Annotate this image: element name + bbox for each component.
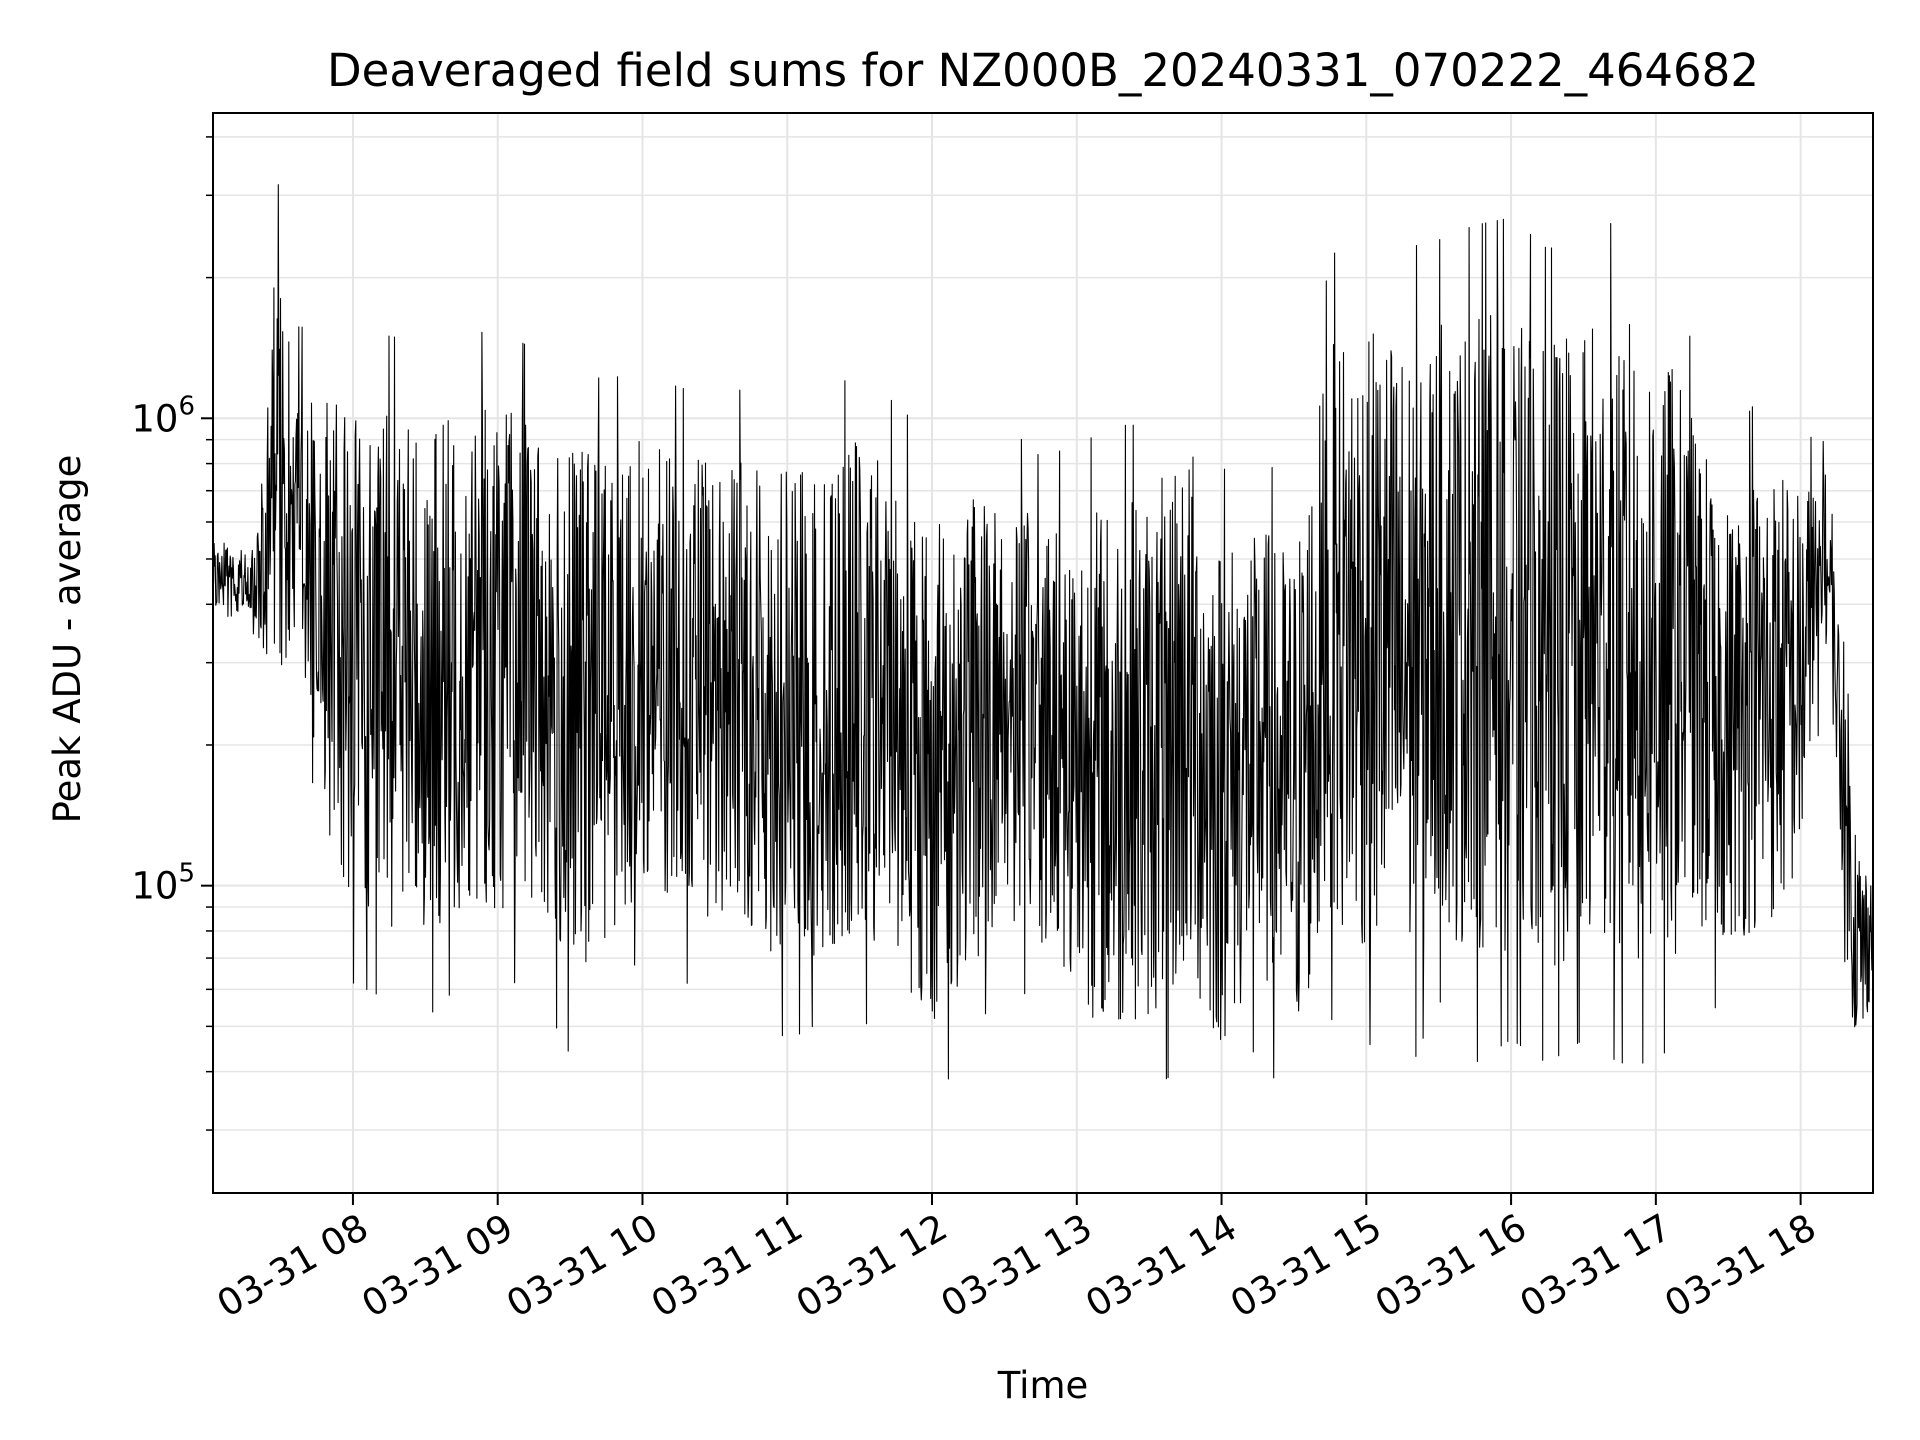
chart-title: Deaveraged field sums for NZ000B_2024033… xyxy=(327,44,1759,97)
series-line xyxy=(212,184,1874,1080)
y-axis-label: Peak ADU - average xyxy=(46,455,89,824)
data-series xyxy=(212,184,1874,1080)
x-axis-label: Time xyxy=(997,1364,1089,1407)
y-tick-label: 106 xyxy=(131,391,195,440)
plot-frame xyxy=(212,112,1874,1194)
